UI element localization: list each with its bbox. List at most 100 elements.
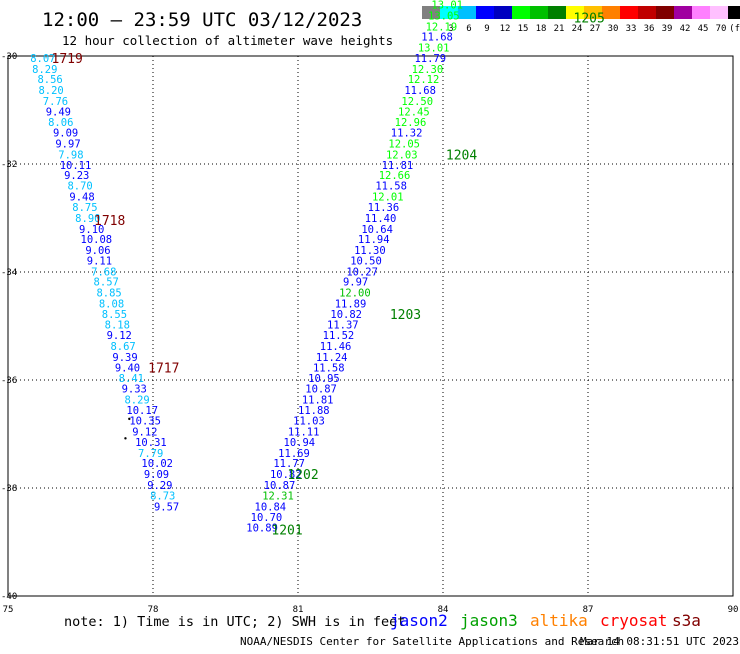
wave-height-label: 11.30 [354,245,386,257]
colorbar-tick-label: 15 [518,24,529,34]
satellite-name-jason2: jason2 [390,611,448,630]
wave-height-label: 8.08 [99,298,124,310]
wave-height-label: 8.06 [48,117,73,129]
wave-height-label: 11.24 [316,352,348,364]
pass-time-label: 1201 [271,524,302,539]
wave-height-label: 11.03 [293,416,325,428]
axis-tick-labels: 75 78 81 84 87 90 -30 -32 -34 -36 -38 -40 [1,52,738,615]
pass-time-label: 1718 [94,214,125,229]
wave-height-label: 10.64 [361,224,393,236]
track-point-marker [124,437,127,440]
colorbar-swatch [440,6,458,19]
wave-height-label: 11.37 [327,319,359,331]
wave-height-label: 10.31 [135,437,167,449]
wave-height-label: 10.50 [350,256,382,268]
wave-height-label: 9.97 [343,277,368,289]
colorbar-tick-label: 21 [554,24,565,34]
plot-area [7,55,734,597]
wave-height-label: 9.12 [107,330,132,342]
wave-height-label: 9.39 [112,352,137,364]
wave-height-label: 11.69 [278,448,310,460]
pass-time-label: 1719 [52,52,83,67]
wave-height-label: 12.03 [386,149,418,161]
wave-height-label: 10.95 [308,373,340,385]
wave-height-label: 11.68 [404,85,436,97]
satellite-legend: jason2 jason3 altika cryosat s3a [390,611,701,630]
wave-height-label: 9.23 [64,170,89,182]
colorbar-tick-label: 70 [716,24,727,34]
wave-height-label: 12.45 [398,107,430,119]
y-tick-label: -34 [1,268,17,278]
wave-height-label: 10.27 [346,266,378,278]
credit-line: NOAA/NESDIS Center for Satellite Applica… [240,635,624,648]
wave-height-label: 8.29 [32,64,57,76]
y-tick-label: -38 [1,484,17,494]
wave-height-label: 10.89 [246,522,278,534]
colorbar-swatch [584,6,602,19]
wave-height-label: 10.94 [284,437,316,449]
wave-height-label: 9.48 [69,191,94,203]
colorbar-swatch [674,6,692,19]
wave-height-label: 9.29 [147,480,172,492]
wave-height-label: 9.09 [53,128,78,140]
wave-height-label: 9.97 [55,138,80,150]
wave-height-label: 10.84 [255,501,287,513]
colorbar-swatch [512,6,530,19]
wave-height-label: 11.81 [302,394,334,406]
colorbar-tick-label: 3 [448,24,453,34]
wave-height-label: 11.77 [273,458,305,470]
y-tick-label: -32 [1,160,17,170]
wave-height-label: 9.10 [79,224,104,236]
x-tick-label: 75 [3,605,14,615]
colorbar-unit-label: (ft) [729,24,740,34]
wave-height-label: 10.82 [330,309,362,321]
wave-height-label: 8.41 [119,373,144,385]
colorbar-swatch [494,6,512,19]
wave-height-label: 8.67 [110,341,135,353]
colorbar-tick-label: 39 [662,24,673,34]
colorbar-tick-label: 24 [572,24,583,34]
wave-height-label: 9.06 [85,245,110,257]
pass-time-label: 1205 [574,12,605,27]
wave-height-label: 11.89 [335,298,367,310]
wave-height-label: 10.08 [81,234,113,246]
pass-time-label: 1202 [287,468,318,483]
wave-height-label: 13.01 [418,42,450,54]
wave-height-label: 10.11 [60,160,92,172]
wave-height-label: 9.11 [87,256,112,268]
satellite-name-altika: altika [530,611,588,630]
pass-time-label: 1204 [446,148,477,163]
wave-height-label: 12.00 [339,288,371,300]
wave-height-label: 10.70 [251,512,283,524]
wave-height-label: 11.52 [323,330,355,342]
wave-height-label: 7.76 [43,96,68,108]
colorbar-swatch [458,6,476,19]
colorbar-swatch [638,6,656,19]
wave-height-label: 9.12 [132,426,157,438]
colorbar-tick-label: 27 [590,24,601,34]
wave-height-label: 11.58 [375,181,407,193]
wave-height-label: 12.66 [379,170,411,182]
wave-height-label: 10.87 [305,384,337,396]
wave-height-label: 11.32 [391,128,423,140]
time-labels: 1719 1718 1717 1205 1204 1203 1202 1201 [52,12,605,539]
wave-height-label: 10.87 [264,480,296,492]
x-tick-label: 87 [583,605,594,615]
wave-height-label: 9.57 [154,501,179,513]
wave-height-label: 7.98 [58,149,83,161]
satellite-name-s3a: s3a [672,611,701,630]
y-tick-label: -40 [1,592,17,602]
colorbar-tick-label: 30 [608,24,619,34]
wave-height-label: 8.18 [105,319,130,331]
wave-height-label: 8.55 [102,309,127,321]
wave-height-label: 12.05 [388,138,420,150]
wave-height-label: 10.02 [141,458,173,470]
wave-height-label: 12.19 [426,21,458,33]
x-tick-label: 84 [438,605,449,615]
wave-height-label: 11.79 [414,53,446,65]
chart-title: 12:00 – 23:59 UTC 03/12/2023 [42,9,362,31]
y-tick-label: -36 [1,376,17,386]
wave-height-label: 13.01 [431,0,463,12]
colorbar-tick-label: 42 [680,24,691,34]
